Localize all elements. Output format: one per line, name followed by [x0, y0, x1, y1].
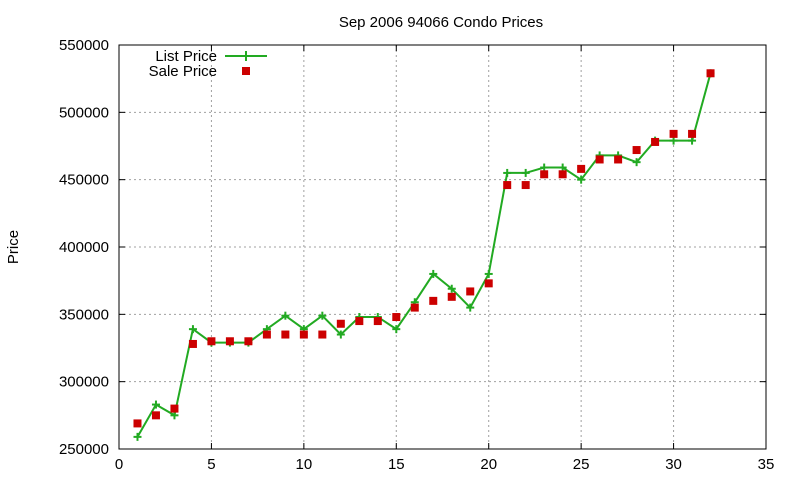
sale-price-point: [262, 330, 271, 339]
x-tick-label: 15: [388, 456, 405, 473]
sale-price-point: [688, 129, 697, 138]
sale-price-point: [706, 69, 715, 78]
y-axis-label: Price: [5, 230, 22, 264]
sale-price-point: [669, 129, 678, 138]
sale-price-point: [595, 155, 604, 164]
legend-label-list-price: List Price: [155, 48, 217, 65]
list-price-point: [392, 325, 401, 334]
x-tick-label: 10: [296, 456, 313, 473]
y-tick-label: 550000: [59, 37, 109, 54]
x-tick-label: 35: [758, 456, 775, 473]
list-price-point: [133, 432, 142, 441]
sale-price-point: [170, 404, 179, 413]
sale-price-point: [355, 317, 364, 326]
sale-price-point: [336, 319, 345, 328]
list-price-point: [188, 325, 197, 334]
list-price-point: [447, 284, 456, 293]
sale-price-point: [521, 181, 530, 190]
y-tick-label: 300000: [59, 374, 109, 391]
sale-price-point: [632, 146, 641, 155]
list-price-point: [281, 311, 290, 320]
chart-title: Sep 2006 94066 Condo Prices: [339, 14, 543, 31]
series-layer: [133, 69, 715, 441]
sale-price-point: [466, 287, 475, 296]
sale-price-point: [651, 137, 660, 146]
series-line-list-price: [136, 73, 712, 438]
sale-price-point: [577, 164, 586, 173]
x-tick-label: 0: [115, 456, 123, 473]
sale-price-point: [151, 411, 160, 420]
list-price-point: [429, 269, 438, 278]
sale-price-point: [429, 296, 438, 305]
sale-price-point: [558, 170, 567, 179]
y-tick-label: 250000: [59, 441, 109, 458]
list-price-point: [151, 400, 160, 409]
list-price-point: [632, 158, 641, 167]
sale-price-point: [392, 313, 401, 322]
list-price-point: [336, 330, 345, 339]
sale-price-point: [447, 292, 456, 301]
axis-ticks: 0 5 10 15 20 25 30 35 250000 300000 350000 400000 45…: [59, 37, 774, 473]
x-tick-label: 20: [480, 456, 497, 473]
sale-price-point: [188, 339, 197, 348]
sale-price-point: [281, 330, 290, 339]
sale-price-point: [133, 419, 142, 428]
x-tick-label: 5: [207, 456, 215, 473]
sale-price-point: [540, 170, 549, 179]
sale-price-point: [225, 337, 234, 346]
sale-price-point: [503, 181, 512, 190]
list-price-point: [466, 303, 475, 312]
list-price-point: [503, 168, 512, 177]
sale-price-point: [318, 330, 327, 339]
list-price-point: [577, 175, 586, 184]
legend-marker-list-price: [241, 51, 251, 61]
list-price-point: [484, 269, 493, 278]
plot-frame: [118, 44, 767, 450]
list-price-point: [170, 411, 179, 420]
x-tick-label: 25: [573, 456, 590, 473]
list-price-point: [688, 136, 697, 145]
list-price-point: [318, 311, 327, 320]
sale-price-point: [244, 337, 253, 346]
legend: List Price Sale Price: [149, 48, 267, 80]
list-price-point: [540, 163, 549, 172]
sale-price-point: [614, 155, 623, 164]
sale-price-point: [207, 337, 216, 346]
y-tick-label: 400000: [59, 239, 109, 256]
sale-price-point: [299, 330, 308, 339]
x-tick-label: 30: [665, 456, 682, 473]
list-price-point: [558, 163, 567, 172]
sale-price-point: [484, 279, 493, 288]
y-tick-label: 500000: [59, 104, 109, 121]
list-price-point: [521, 168, 530, 177]
sale-price-point: [373, 317, 382, 326]
list-price-point: [669, 136, 678, 145]
sale-price-point: [410, 303, 419, 312]
legend-label-sale-price: Sale Price: [149, 63, 217, 80]
legend-marker-sale-price: [242, 67, 250, 75]
y-tick-label: 350000: [59, 306, 109, 323]
grid: [119, 45, 766, 449]
y-tick-label: 450000: [59, 172, 109, 189]
